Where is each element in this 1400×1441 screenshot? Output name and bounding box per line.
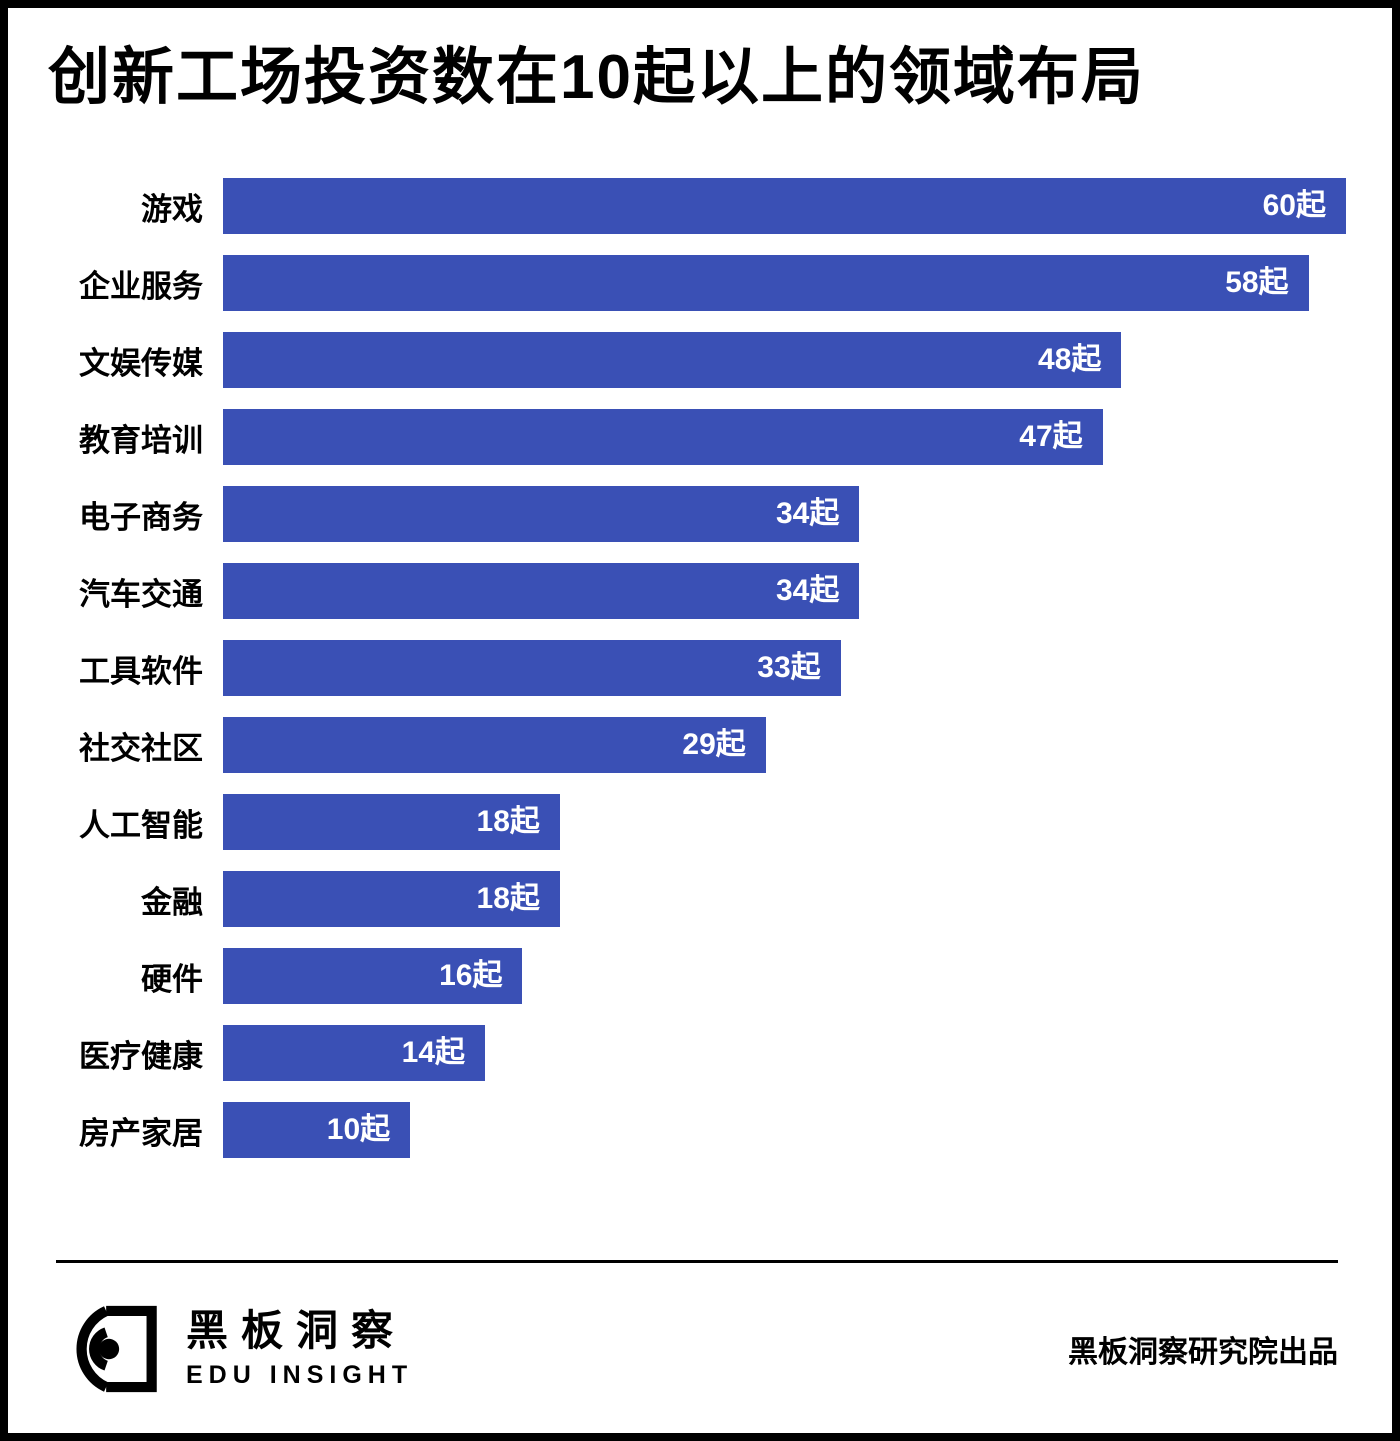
bar-value-label: 34起 [775,574,840,608]
bar-value-label: 60起 [1262,189,1326,223]
bar-rows: 游戏 60起 企业服务 58起 文娱传媒 48起 教育培训 47起 电子商务 34起 汽车交通 34起… [48,178,1346,1159]
eye-icon [76,1305,157,1393]
category-label: 金融 [141,884,203,920]
brand-text: 黑板洞察 EDU INSIGHT [186,1306,414,1390]
bar-track: 34起 [223,486,1346,543]
category-label: 汽车交通 [79,576,203,612]
bar-value-label: 10起 [326,1113,391,1147]
category-label: 房产家居 [79,1115,203,1151]
bar-row: 文娱传媒 48起 [48,332,1346,389]
bar-row: 教育培训 47起 [48,409,1346,466]
brand-name: 黑板洞察 [186,1306,407,1354]
bar: 10起 [223,1102,411,1159]
category-label: 工具软件 [79,653,203,689]
bar-row: 企业服务 58起 [48,255,1346,312]
bar-row: 电子商务 34起 [48,486,1346,543]
bar-track: 16起 [223,948,1346,1005]
bar-track: 29起 [223,717,1346,774]
bar-row: 硬件 16起 [48,948,1346,1005]
brand-subtitle: EDU INSIGHT [186,1361,414,1390]
bar-track: 48起 [223,332,1346,389]
bar-track: 18起 [223,794,1346,851]
bar-row: 游戏 60起 [48,178,1346,235]
bar-track: 18起 [223,871,1346,928]
bar-track: 33起 [223,640,1346,697]
bar: 34起 [223,486,860,543]
bar: 18起 [223,794,560,851]
bar-value-label: 47起 [1019,420,1083,454]
bar: 60起 [223,178,1346,235]
bar-track: 58起 [223,255,1346,312]
category-label: 医疗健康 [79,1038,203,1074]
bar-value-label: 14起 [401,1036,466,1070]
bar-chart: 游戏 60起 企业服务 58起 文娱传媒 48起 教育培训 47起 电子商务 34起 汽车交通 34起… [48,178,1346,1179]
bar-row: 社交社区 29起 [48,717,1346,774]
bar: 14起 [223,1025,486,1082]
bar: 18起 [223,871,560,928]
bar-row: 房产家居 10起 [48,1102,1346,1159]
bar-value-label: 48起 [1038,343,1102,377]
bar-track: 60起 [223,178,1346,235]
bar-row: 工具软件 33起 [48,640,1346,697]
bar: 34起 [223,563,860,620]
footer-credit: 黑板洞察研究院出品 [1068,1336,1338,1369]
bar-row: 医疗健康 14起 [48,1025,1346,1082]
bar: 58起 [223,255,1309,312]
bar-track: 14起 [223,1025,1346,1082]
bar-row: 汽车交通 34起 [48,563,1346,620]
brand-logo: 黑板洞察 EDU INSIGHT [56,1303,413,1395]
bar-value-label: 33起 [757,651,821,685]
bar-value-label: 29起 [682,728,746,762]
category-label: 游戏 [141,191,203,227]
chart-title: 创新工场投资数在10起以上的领域布局 [48,43,1145,112]
bar-track: 47起 [223,409,1346,466]
category-label: 文娱传媒 [79,345,203,381]
bar: 48起 [223,332,1122,389]
bar-value-label: 16起 [439,959,503,993]
bar-row: 金融 18起 [48,871,1346,928]
footer-divider [56,1260,1338,1263]
category-label: 硬件 [141,961,203,997]
bar-track: 10起 [223,1102,1346,1159]
bar: 33起 [223,640,841,697]
bar-row: 人工智能 18起 [48,794,1346,851]
category-label: 企业服务 [79,268,203,304]
bar-track: 34起 [223,563,1346,620]
category-label: 教育培训 [79,422,203,458]
category-label: 电子商务 [79,499,203,535]
category-label: 人工智能 [79,807,203,843]
bar-value-label: 18起 [476,805,540,839]
bar-value-label: 34起 [775,497,840,531]
bar: 47起 [223,409,1103,466]
bar: 16起 [223,948,523,1005]
page-root: 创新工场投资数在10起以上的领域布局 游戏 60起企业服务 58起文娱传媒 48起教育… [8,8,1392,1433]
bar-value-label: 18起 [476,882,540,916]
bar-value-label: 58起 [1225,266,1289,300]
category-label: 社交社区 [79,730,203,766]
bar: 29起 [223,717,766,774]
footer: 黑板洞察 EDU INSIGHT 黑板洞察研究院出品 [48,1303,1346,1395]
